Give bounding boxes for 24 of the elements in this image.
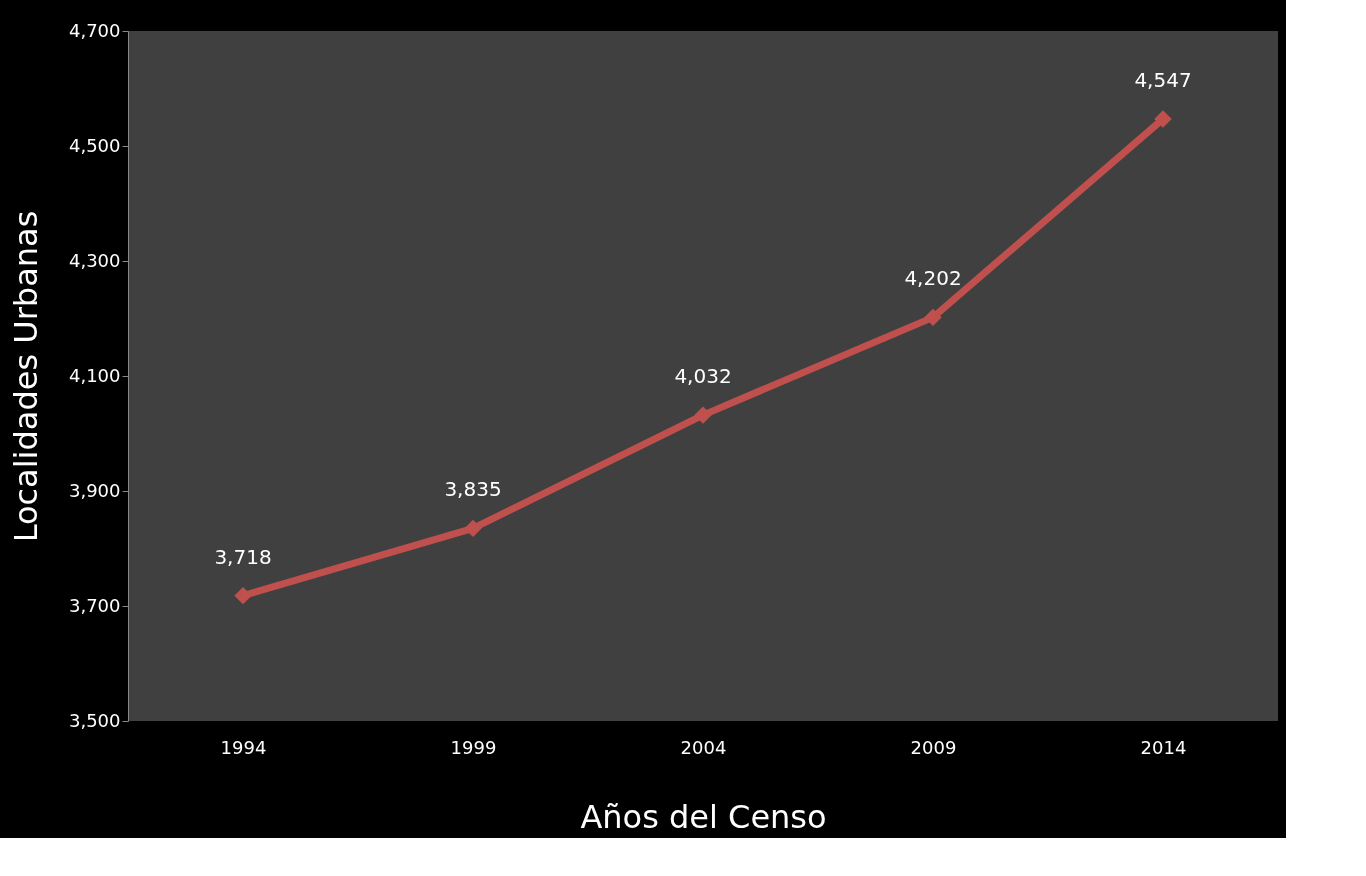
x-tick-label: 2009 xyxy=(910,736,957,758)
data-label: 4,202 xyxy=(904,266,962,291)
x-tick-label: 2014 xyxy=(1140,736,1187,758)
data-label: 4,547 xyxy=(1134,67,1192,92)
data-label: 3,835 xyxy=(444,477,502,502)
y-tick-label: 3,700 xyxy=(68,594,121,616)
y-tick-label: 3,500 xyxy=(68,709,121,731)
data-label: 3,718 xyxy=(214,544,272,569)
x-tick-label: 1999 xyxy=(450,736,497,758)
y-tick-label: 3,900 xyxy=(68,479,121,501)
y-tick-label: 4,700 xyxy=(68,19,121,41)
y-tick-label: 4,100 xyxy=(68,364,121,386)
x-axis-title: Años del Censo xyxy=(580,797,827,836)
y-axis-title: Localidades Urbanas xyxy=(6,210,45,543)
point xyxy=(1154,110,1172,128)
y-tick-label: 4,500 xyxy=(68,134,121,156)
point xyxy=(234,586,252,605)
point xyxy=(924,308,942,327)
point xyxy=(694,406,712,424)
x-tick-label: 1994 xyxy=(220,736,267,758)
y-tick-label: 4,300 xyxy=(68,249,121,271)
x-tick-label: 2004 xyxy=(680,736,727,758)
data-label: 4,032 xyxy=(674,364,732,389)
point xyxy=(464,519,482,538)
